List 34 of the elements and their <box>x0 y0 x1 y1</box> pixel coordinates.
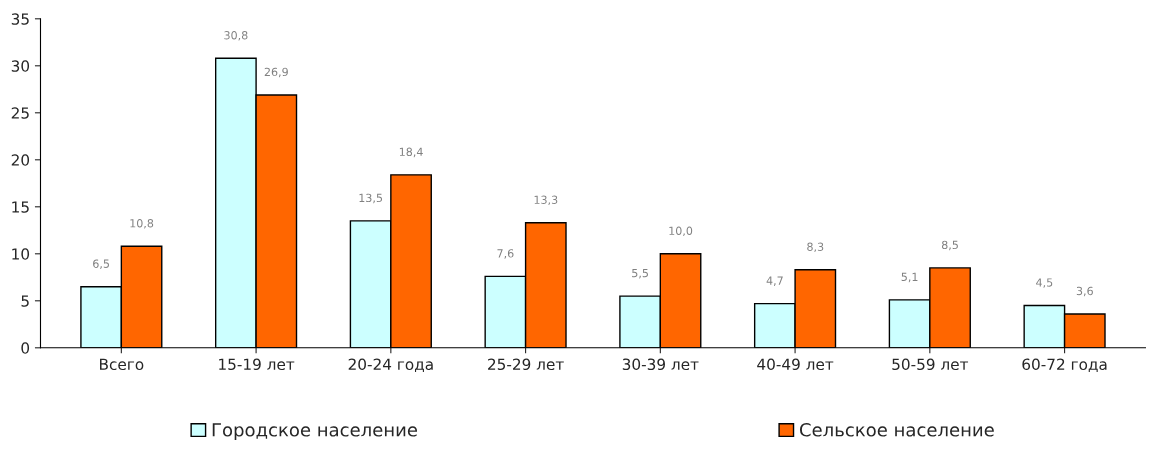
y-tick-label: 35 <box>11 13 29 25</box>
data-label: 18,4 <box>399 147 423 158</box>
data-label: 13,5 <box>359 193 383 204</box>
x-tick-label: Всего <box>100 358 144 371</box>
data-label: 7,6 <box>497 249 514 259</box>
y-tick-label: 30 <box>11 60 30 72</box>
y-tick-label: 5 <box>21 295 29 307</box>
data-label: 5,5 <box>632 269 648 279</box>
x-tick-label: 40-49 лет <box>757 358 834 371</box>
y-tick-label: 25 <box>11 107 29 119</box>
x-tick-label: 25-29 лет <box>488 358 564 371</box>
y-tick-label: 20 <box>11 154 30 166</box>
data-label: 8,5 <box>941 240 958 251</box>
legend-label: Сельское население <box>799 422 994 437</box>
data-label: 10,0 <box>669 226 693 237</box>
data-label: 10,8 <box>130 219 154 229</box>
data-label: 4,5 <box>1036 278 1053 288</box>
data-label: 13,3 <box>534 195 558 206</box>
x-tick-label: 60-72 года <box>1022 358 1107 372</box>
x-tick-label: 50-59 лет <box>892 358 969 371</box>
y-tick-label: 15 <box>12 201 29 213</box>
x-tick-label: 20-24 года <box>348 358 433 372</box>
data-label: 5,1 <box>901 272 918 283</box>
data-label: 30,8 <box>224 31 248 41</box>
data-label: 26,9 <box>264 67 288 78</box>
y-tick-label: 10 <box>12 248 30 260</box>
data-label: 3,6 <box>1076 286 1093 297</box>
y-tick-label: 0 <box>21 342 30 354</box>
x-tick-label: 30-39 лет <box>622 358 699 371</box>
legend-label: Городское население <box>212 423 418 441</box>
data-label: 4,7 <box>766 276 783 286</box>
data-label: 6,5 <box>93 259 109 270</box>
data-label: 8,3 <box>807 242 824 253</box>
x-tick-label: 15-19 лет <box>219 358 295 371</box>
